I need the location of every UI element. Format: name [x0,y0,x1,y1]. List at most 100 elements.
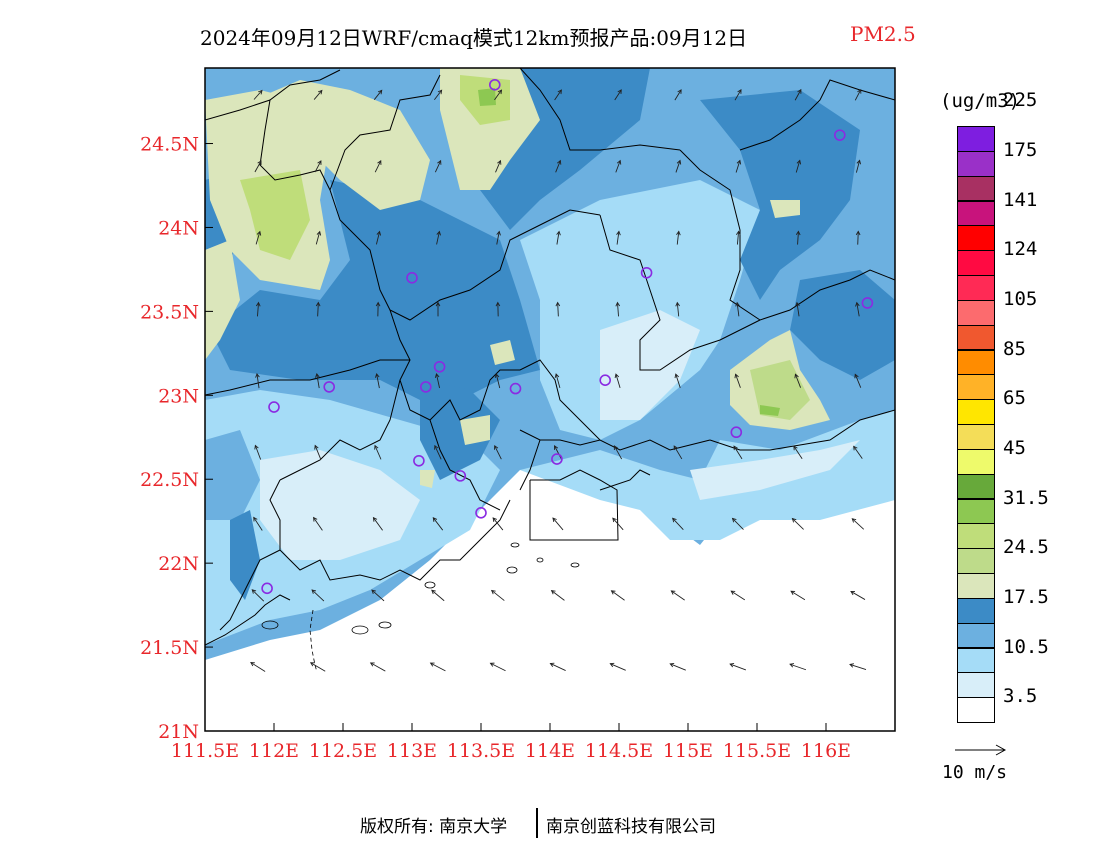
station-marker [599,374,612,386]
x-tick-label: 113E [387,740,437,762]
wind-arrow [853,445,863,459]
wind-arrow [375,230,382,245]
wind-arrow [854,88,862,101]
x-tick-label: 112E [249,740,299,762]
wind-arrow [435,301,441,317]
wind-arrow [496,230,501,245]
wind-arrow [492,517,504,531]
colorbar-unit: (ug/m3) [940,90,1021,112]
colorbar-label: 24.5 [1003,536,1049,559]
colorbar-cell [957,349,995,376]
x-tick-label: 115E [663,740,713,762]
footer-divider [536,808,538,838]
wind-arrow [675,301,680,317]
wind-arrow [729,663,747,671]
wind-arrow [253,516,263,531]
wind-arrow [614,373,621,389]
wind-arrow [610,590,625,601]
wind-arrow [494,89,503,101]
colorbar-cell [957,150,995,177]
y-tick-label: 21.5N [140,637,199,659]
colorbar-label: 124 [1003,238,1038,261]
map-axes: 111.5E 112E 112.5E 113E 113.5E 114E 114.5E 115E… [140,134,851,762]
wind-arrow [429,662,446,672]
wind-arrow [791,517,804,530]
monitoring-stations [261,78,874,595]
wind-arrow [432,517,444,531]
wind-arrow [556,230,561,245]
colorbar-label: 85 [1003,337,1026,360]
wind-arrow [253,89,263,100]
wind-arrow [314,444,322,460]
colorbar-cell [957,225,995,252]
station-marker [261,582,273,595]
station-marker [551,453,563,465]
wind-arrow [851,518,865,530]
colorbar-label: 3.5 [1003,685,1038,708]
wind-arrow [789,663,807,671]
wind-arrow [673,445,683,460]
wind-arrow [254,160,262,173]
station-marker [861,297,874,309]
y-tick-label: 24N [158,217,199,239]
colorbar-cell [957,275,995,301]
wind-key-label: 10 m/s [942,762,1008,783]
wind-arrow [734,373,741,388]
x-tick-label: 114E [525,740,575,762]
wind-arrow [490,589,505,601]
concentration-field [205,68,895,731]
wind-arrow [309,662,326,672]
wind-arrow [612,517,624,531]
wind-arrow [254,444,262,460]
wind-key-arrow [955,744,1007,756]
station-marker [475,506,487,519]
footer: 版权所有: 南京大学 南京创蓝科技有限公司 [0,808,1100,838]
colorbar-cell [957,250,995,276]
colorbar-cell [957,424,995,450]
wind-arrow [553,445,562,460]
wind-arrow [494,444,502,460]
colorbar-label: 105 [1003,287,1038,310]
wind-arrow [313,516,323,531]
station-marker [268,401,280,413]
wind-arrow [315,372,320,389]
pollutant-label: PM2.5 [850,22,916,46]
colorbar-cell [957,200,995,227]
colorbar-cell [957,324,995,351]
wind-arrow [794,373,802,388]
wind-arrow [555,301,561,317]
y-tick-label: 23.5N [140,301,199,323]
wind-arrow [674,89,682,101]
wind-arrow [735,301,740,317]
y-tick-label: 23N [158,385,199,407]
wind-arrow [676,230,681,245]
y-tick-label: 22N [158,553,199,575]
wind-arrow [374,160,382,173]
company-label: 南京创蓝科技有限公司 [546,817,716,837]
colorbar-cell [957,697,995,723]
station-marker [730,426,743,439]
wind-arrow [372,516,383,531]
wind-arrow [495,301,501,317]
wind-arrow [670,590,685,601]
wind-arrow [255,372,260,389]
colorbar-label: 65 [1003,387,1026,410]
province-boundaries [205,68,895,646]
wind-arrow [550,590,565,601]
wind-arrow [255,301,261,317]
wind-arrow [431,589,445,602]
wind-arrow [251,589,265,602]
wind-arrow [675,159,682,173]
station-marker [413,454,425,467]
wind-arrow [436,230,441,245]
colorbar-cell [957,548,995,574]
wind-arrow [495,159,502,173]
station-marker [488,78,501,91]
colorbar-cell [957,573,995,599]
colorbar-cell [957,448,995,475]
wind-arrow [793,445,803,459]
wind-arrow [730,590,746,601]
wind-arrow [731,517,744,530]
wind-arrow [735,230,741,245]
